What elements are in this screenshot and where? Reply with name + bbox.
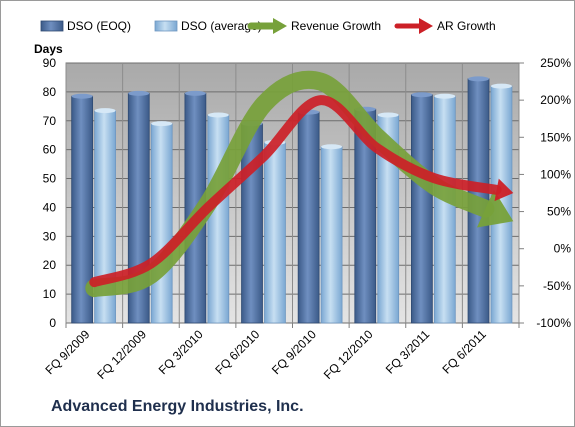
x-tick-label: FQ 3/2010 [156, 327, 206, 377]
legend: DSO (EOQ) DSO (average) Revenue Growth AR G… [40, 18, 496, 34]
y-tick-label: 50 [43, 172, 57, 186]
y-tick-label: 20 [43, 258, 57, 272]
legend-swatch-dso-eoq [40, 20, 64, 32]
bar-cap [377, 112, 399, 118]
bar-cap [71, 93, 93, 99]
x-tick-label: FQ 9/2010 [269, 327, 319, 377]
y2-tick-label: 200% [540, 93, 571, 107]
legend-arrowhead-ar-growth [419, 18, 433, 34]
y2-tick-label: 150% [540, 130, 571, 144]
y2-tick-label: 100% [540, 167, 571, 181]
bar-dso-average [150, 123, 173, 324]
y-tick-label: 80 [43, 85, 57, 99]
y-tick-label: 70 [43, 114, 57, 128]
bar-cap [207, 112, 229, 118]
x-tick-label: FQ 12/2009 [94, 327, 149, 382]
bar-cap [468, 76, 489, 82]
x-tick-label: FQ 9/2009 [42, 327, 92, 377]
revenue-growth-arrowhead [476, 189, 514, 228]
x-tick-label: FQ 6/2010 [212, 327, 262, 377]
growth-lines [85, 70, 514, 298]
y2-tick-label: 0% [554, 242, 572, 256]
bar-cap [128, 90, 150, 96]
y2-tick-label: -100% [536, 316, 571, 330]
bar-cap [94, 108, 116, 114]
y-tick-label: 40 [43, 200, 57, 214]
y-tick-label: 30 [43, 229, 57, 243]
bar-dso-average [207, 114, 230, 324]
bar-cap [184, 90, 206, 96]
bar-cap [434, 93, 456, 99]
y-tick-label: 10 [43, 287, 57, 301]
legend-label-dso-eoq: DSO (EOQ) [67, 19, 131, 33]
x-tick-label: FQ 6/2011 [439, 327, 489, 377]
bar-cap [411, 92, 433, 98]
ar-growth-arrowhead [494, 178, 514, 202]
y-tick-label: 60 [43, 143, 57, 157]
combo-chart: 0 10 20 30 40 50 60 70 80 90 -100% -50% 0% 50% 100% 150… [34, 18, 572, 382]
y2-tick-label: -50% [543, 279, 571, 293]
legend-label-revenue-growth: Revenue Growth [291, 19, 381, 33]
bar-dso-average [433, 95, 456, 324]
bar-dso-eoq [411, 94, 433, 324]
y2-tick-label: 50% [547, 205, 571, 219]
bar-dso-average [264, 142, 286, 324]
legend-label-dso-average: DSO (average) [181, 19, 262, 33]
bar-dso-average [320, 146, 343, 324]
y-tick-label: 0 [49, 316, 56, 330]
y2-tick-label: 250% [540, 56, 571, 70]
x-tick-label: FQ 3/2011 [383, 327, 433, 377]
legend-swatch-dso-average [154, 20, 178, 32]
bar-cap [490, 83, 512, 89]
bar-dso-eoq [297, 111, 320, 324]
y-tick-label: 90 [43, 56, 57, 70]
legend-label-ar-growth: AR Growth [437, 19, 496, 33]
ar-growth-line [89, 95, 502, 288]
bar-cap [321, 144, 343, 150]
legend-arrowhead-revenue-growth [273, 18, 287, 34]
bar-cap [151, 121, 173, 127]
x-tick-label: FQ 12/2010 [321, 327, 376, 382]
y-axis-title: Days [34, 42, 63, 56]
company-name: Advanced Energy Industries, Inc. [51, 398, 304, 415]
